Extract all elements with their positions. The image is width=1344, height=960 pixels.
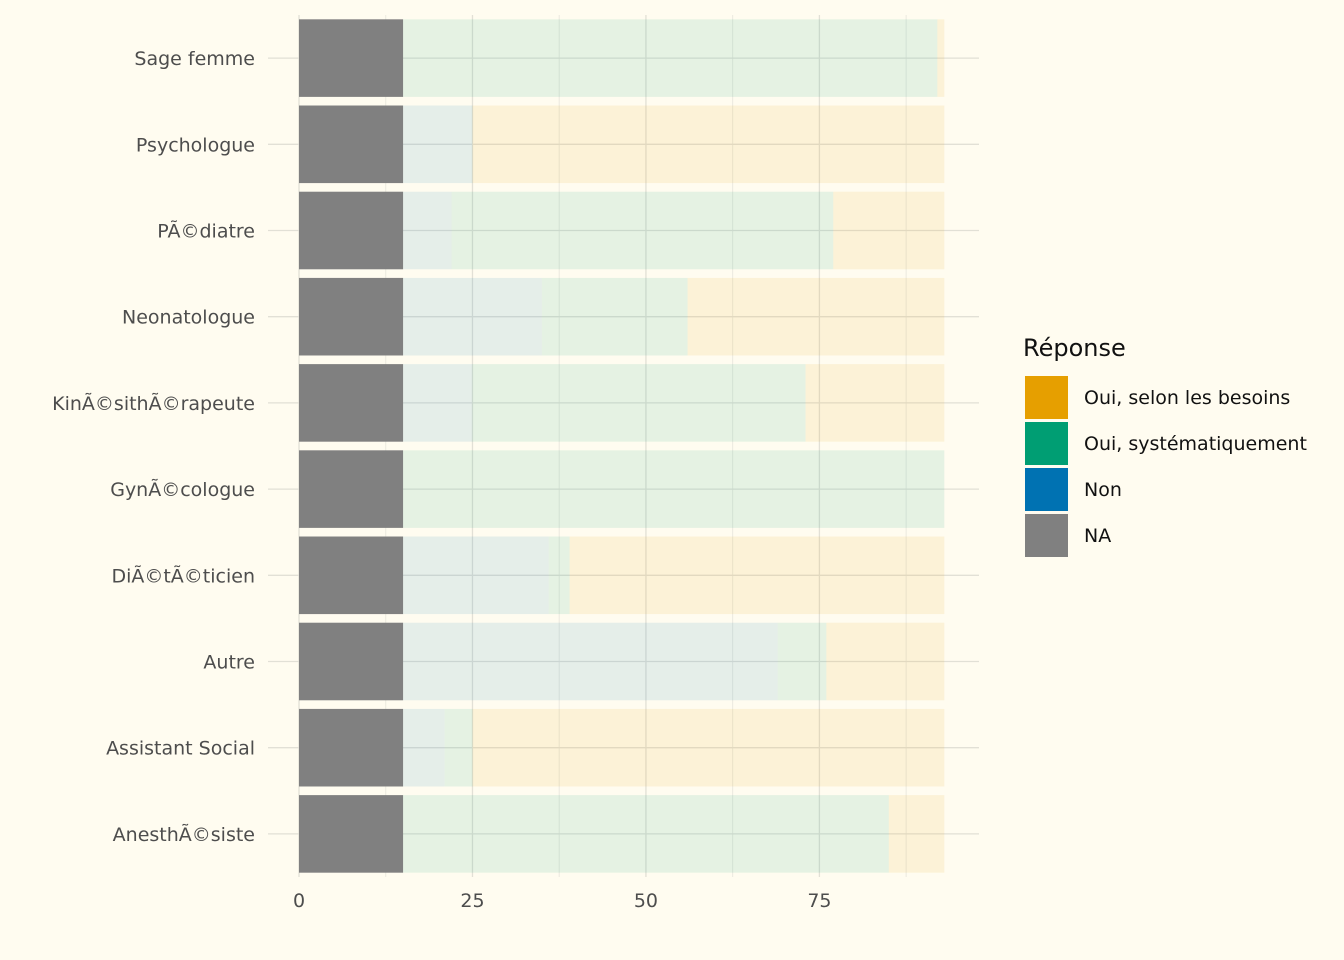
bar-kina-sitha-rapeute-oui-selon-les-besoins	[805, 364, 945, 442]
y-tick-label: Assistant Social	[106, 738, 255, 760]
x-tick-label: 75	[807, 890, 831, 912]
y-tick-label: Autre	[203, 652, 255, 674]
y-tick-label: PÃ©diatre	[157, 220, 255, 243]
bar-sage-femme-na	[299, 19, 404, 97]
bar-kina-sitha-rapeute-na	[299, 364, 404, 442]
legend-title: Réponse	[1023, 334, 1126, 362]
x-tick-label: 0	[293, 890, 305, 912]
bar-anestha-siste-oui-syste-matiquement	[403, 795, 889, 873]
y-tick-label: Psychologue	[136, 134, 255, 156]
y-tick-label: Sage femme	[134, 48, 255, 70]
y-axis-labels: Sage femme Psychologue PÃ©diatre Neonatolog…	[52, 48, 255, 846]
bar-anestha-siste-na	[299, 795, 404, 873]
bar-gyna-cologue-oui-syste-matiquement	[403, 450, 945, 528]
y-tick-label: Neonatologue	[122, 307, 255, 329]
bar-neonatologue-na	[299, 277, 404, 356]
bar-autre-oui-selon-les-besoins	[826, 622, 945, 701]
x-axis-labels: 0 25 50 75	[293, 890, 832, 912]
legend-swatch-na	[1025, 514, 1068, 557]
legend-label: NA	[1084, 525, 1111, 547]
bar-assistant-social-na	[299, 708, 404, 787]
legend-label: Oui, selon les besoins	[1084, 387, 1290, 409]
bar-dia-ta-ticien-oui-selon-les-besoins	[569, 536, 945, 615]
y-tick-label: GynÃ©cologue	[110, 478, 255, 501]
bar-pa-diatre-oui-selon-les-besoins	[833, 191, 945, 270]
bar-autre-na	[299, 622, 404, 701]
y-tick-label: KinÃ©sithÃ©rapeute	[52, 392, 255, 415]
bar-psychologue-na	[299, 105, 404, 184]
bar-neonatologue-oui-syste-matiquement	[541, 277, 688, 356]
bar-psychologue-oui-selon-les-besoins	[472, 105, 945, 184]
bar-sage-femme-oui-syste-matiquement	[403, 19, 938, 97]
bar-dia-ta-ticien-na	[299, 536, 404, 615]
y-tick-label: DiÃ©tÃ©ticien	[111, 564, 255, 587]
bar-pa-diatre-na	[299, 191, 404, 270]
bar-pa-diatre-oui-syste-matiquement	[451, 191, 834, 270]
bar-assistant-social-non	[403, 708, 445, 787]
legend-swatch-oui-syste-matiquement	[1025, 422, 1068, 465]
legend-swatch-oui-selon-les-besoins	[1025, 376, 1068, 419]
bar-kina-sitha-rapeute-non	[403, 364, 473, 442]
bar-kina-sitha-rapeute-oui-syste-matiquement	[472, 364, 806, 442]
y-tick-label: AnesthÃ©siste	[113, 823, 255, 846]
bar-autre-non	[403, 622, 778, 701]
x-tick-label: 25	[460, 890, 484, 912]
legend-swatch-non	[1025, 468, 1068, 511]
bar-anestha-siste-oui-selon-les-besoins	[888, 795, 945, 873]
bar-sage-femme-oui-selon-les-besoins	[937, 19, 945, 97]
bar-neonatologue-non	[403, 277, 542, 356]
legend-label: Non	[1084, 479, 1122, 501]
bar-gyna-cologue-na	[299, 450, 404, 528]
bar-neonatologue-oui-selon-les-besoins	[687, 277, 945, 356]
legend-items: Oui, selon les besoins Oui, systématiquem…	[1025, 376, 1307, 557]
legend-label: Oui, systématiquement	[1084, 433, 1307, 455]
legend: Réponse Oui, selon les besoins Oui, systé…	[1023, 334, 1307, 557]
bar-autre-oui-syste-matiquement	[777, 622, 827, 701]
bar-pa-diatre-non	[403, 191, 452, 270]
bar-dia-ta-ticien-non	[403, 536, 549, 615]
x-tick-label: 50	[634, 890, 658, 912]
bar-assistant-social-oui-selon-les-besoins	[472, 708, 945, 787]
bar-psychologue-non	[403, 105, 473, 184]
bar-dia-ta-ticien-oui-syste-matiquement	[548, 536, 570, 615]
bars	[299, 19, 945, 873]
bar-assistant-social-oui-syste-matiquement	[444, 708, 473, 787]
